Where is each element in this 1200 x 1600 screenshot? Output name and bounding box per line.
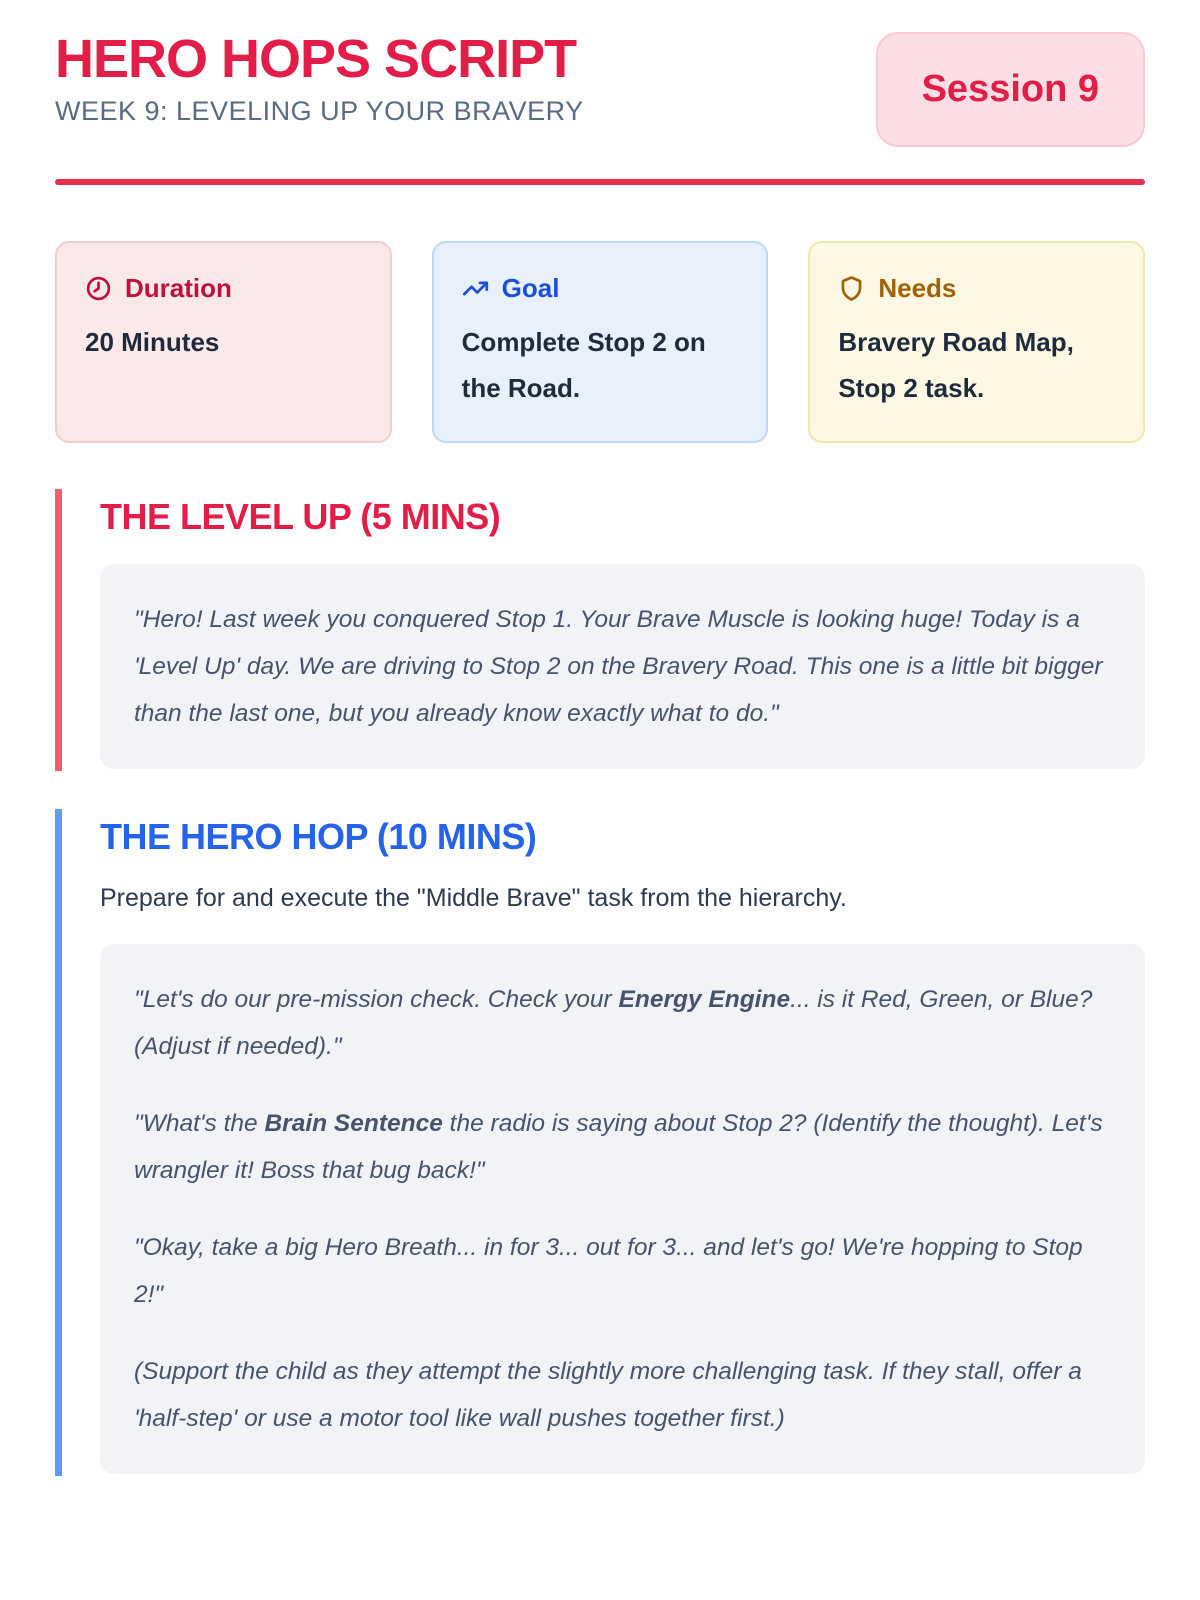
section-level-up-heading: THE LEVEL UP (5 MINS) bbox=[100, 496, 501, 537]
script-line: "Hero! Last week you conquered Stop 1. Y… bbox=[134, 606, 1103, 728]
duration-card-label: Duration bbox=[85, 273, 362, 304]
goal-card-label-text: Goal bbox=[501, 273, 560, 303]
needs-card-label-text: Needs bbox=[878, 273, 957, 303]
goal-card-value: Complete Stop 2 on the Road. bbox=[461, 327, 706, 403]
needs-card-value: Bravery Road Map, Stop 2 task. bbox=[838, 327, 1074, 403]
duration-card-label-text: Duration bbox=[125, 273, 232, 303]
needs-card: Needs Bravery Road Map, Stop 2 task. bbox=[808, 241, 1145, 443]
duration-card-value: 20 Minutes bbox=[85, 327, 220, 357]
script-line: (Support the child as they attempt the s… bbox=[134, 1358, 1082, 1433]
goal-card-label: Goal bbox=[462, 273, 739, 304]
page-subtitle: WEEK 9: LEVELING UP YOUR BRAVERY bbox=[55, 96, 584, 127]
info-cards: Duration 20 Minutes Goal Complete Stop 2… bbox=[55, 241, 1145, 443]
script-line: "Let's do our pre-mission check. Check y… bbox=[134, 985, 1093, 1060]
duration-card: Duration 20 Minutes bbox=[55, 241, 392, 443]
section-hero-hop: THE HERO HOP (10 MINS) Prepare for and e… bbox=[55, 809, 1145, 1477]
shield-icon bbox=[838, 275, 865, 302]
header-titles: HERO HOPS SCRIPT WEEK 9: LEVELING UP YOU… bbox=[55, 28, 584, 127]
section-level-up-quote-box: "Hero! Last week you conquered Stop 1. Y… bbox=[100, 564, 1145, 770]
session-badge: Session 9 bbox=[875, 32, 1145, 147]
section-hero-hop-quote-box: "Let's do our pre-mission check. Check y… bbox=[100, 943, 1145, 1475]
trending-up-icon bbox=[462, 275, 489, 302]
section-hero-hop-intro: Prepare for and execute the "Middle Brav… bbox=[100, 884, 847, 913]
page-title: HERO HOPS SCRIPT bbox=[55, 29, 577, 89]
section-hero-hop-heading: THE HERO HOP (10 MINS) bbox=[100, 816, 537, 858]
header-divider bbox=[55, 179, 1145, 185]
script-line: "What's the Brain Sentence the radio is … bbox=[134, 1110, 1103, 1185]
needs-card-label: Needs bbox=[838, 273, 1115, 304]
section-level-up: THE LEVEL UP (5 MINS) "Hero! Last week y… bbox=[55, 489, 1145, 772]
clock-icon bbox=[85, 275, 112, 302]
script-line: "Okay, take a big Hero Breath... in for … bbox=[134, 1234, 1083, 1309]
goal-card: Goal Complete Stop 2 on the Road. bbox=[431, 241, 769, 443]
page-header: HERO HOPS SCRIPT WEEK 9: LEVELING UP YOU… bbox=[55, 28, 1145, 147]
script-page: HERO HOPS SCRIPT WEEK 9: LEVELING UP YOU… bbox=[55, 28, 1145, 1477]
